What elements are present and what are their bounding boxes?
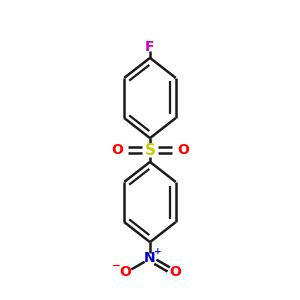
- Text: O: O: [177, 143, 189, 157]
- Text: −: −: [112, 261, 121, 271]
- Text: O: O: [111, 143, 123, 157]
- Text: O: O: [169, 266, 181, 280]
- Text: F: F: [145, 40, 155, 54]
- Text: N: N: [144, 250, 156, 265]
- Text: S: S: [145, 142, 155, 158]
- Text: +: +: [154, 247, 161, 256]
- Text: O: O: [119, 266, 131, 280]
